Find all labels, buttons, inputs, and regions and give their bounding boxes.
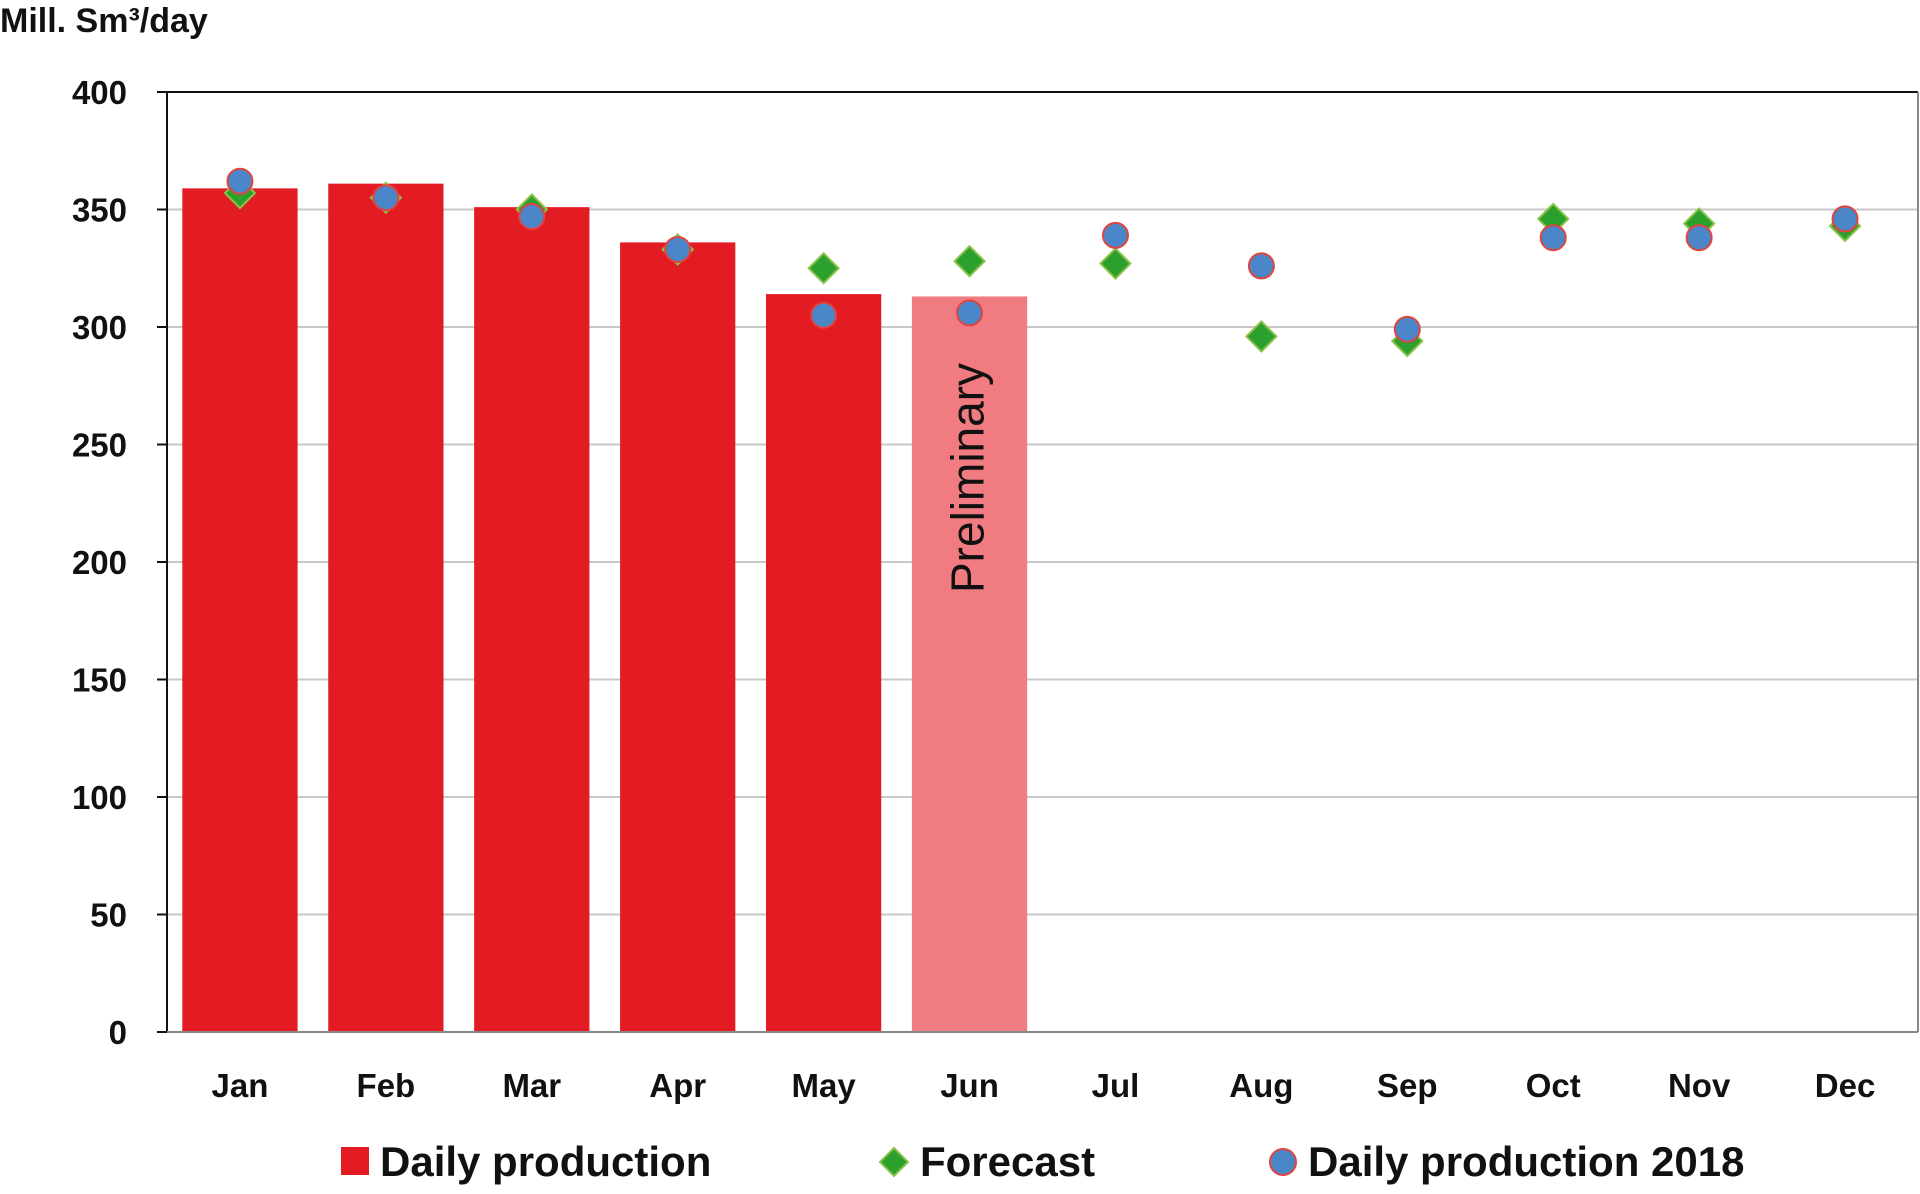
forecast-point bbox=[807, 251, 841, 285]
x-tick-label: Mar bbox=[502, 1067, 561, 1104]
annotations: Preliminary bbox=[942, 363, 994, 593]
production-2018-point bbox=[956, 299, 984, 327]
x-tick-label: Dec bbox=[1815, 1067, 1876, 1104]
y-tick-label: 300 bbox=[72, 309, 127, 346]
x-tick-label: Jan bbox=[212, 1067, 269, 1104]
legend: Daily production Forecast Daily production… bbox=[341, 1138, 1744, 1185]
legend-swatch-circle bbox=[1269, 1148, 1297, 1176]
bar bbox=[474, 207, 590, 1032]
legend-swatch-diamond bbox=[878, 1146, 910, 1178]
y-tick-label: 200 bbox=[72, 544, 127, 581]
x-tick-label: Nov bbox=[1668, 1067, 1731, 1104]
legend-swatch-bar bbox=[341, 1147, 369, 1175]
bar bbox=[182, 188, 298, 1033]
production-2018-point bbox=[1831, 205, 1859, 233]
tick-labels: 0 50 100 150 200 250 300 350 400 Jan Feb Mar Apr May J… bbox=[72, 74, 1875, 1104]
x-tick-label: Jun bbox=[940, 1067, 999, 1104]
legend-label: Daily production 2018 bbox=[1308, 1138, 1744, 1185]
production-2018-point bbox=[1539, 224, 1567, 252]
y-tick-label: 400 bbox=[72, 74, 127, 111]
y-axis-title: Mill. Sm³/day bbox=[0, 2, 208, 40]
x-tick-label: Feb bbox=[357, 1067, 416, 1104]
production-2018-point bbox=[372, 184, 400, 212]
y-tick-label: 150 bbox=[72, 662, 127, 699]
bars bbox=[182, 183, 1028, 1033]
y-tick-label: 250 bbox=[72, 427, 127, 464]
bar bbox=[765, 294, 882, 1033]
legend-label: Forecast bbox=[920, 1138, 1095, 1185]
production-2018-point bbox=[810, 301, 838, 329]
production-2018-point bbox=[664, 235, 692, 263]
legend-label: Daily production bbox=[380, 1138, 711, 1185]
y-tick-label: 350 bbox=[72, 192, 127, 229]
y-tick-label: 0 bbox=[109, 1014, 127, 1051]
production-2018-point bbox=[1247, 252, 1275, 280]
bar bbox=[620, 242, 736, 1032]
forecast-point bbox=[1244, 319, 1278, 353]
production-2018-point bbox=[518, 203, 546, 231]
grid-lines bbox=[167, 208, 1918, 916]
forecast-point bbox=[953, 244, 986, 278]
production-2018-point bbox=[1393, 315, 1421, 343]
annotation-label: Preliminary bbox=[942, 363, 994, 593]
production-2018-point bbox=[1101, 221, 1129, 249]
bar bbox=[911, 296, 1028, 1032]
x-tick-label: Apr bbox=[649, 1067, 706, 1104]
y-tick-label: 50 bbox=[90, 897, 127, 934]
production-2018-point bbox=[226, 167, 254, 195]
y-tick-label: 100 bbox=[72, 779, 127, 816]
bar bbox=[328, 183, 444, 1032]
forecast-point bbox=[1099, 247, 1132, 280]
x-tick-label: Jul bbox=[1092, 1067, 1140, 1104]
axes bbox=[157, 91, 1919, 1033]
markers bbox=[223, 167, 1862, 358]
x-tick-label: Sep bbox=[1377, 1067, 1438, 1104]
production-2018-point bbox=[1685, 224, 1713, 252]
x-tick-label: Aug bbox=[1229, 1067, 1293, 1104]
x-tick-label: May bbox=[792, 1067, 857, 1104]
x-tick-label: Oct bbox=[1526, 1067, 1581, 1104]
